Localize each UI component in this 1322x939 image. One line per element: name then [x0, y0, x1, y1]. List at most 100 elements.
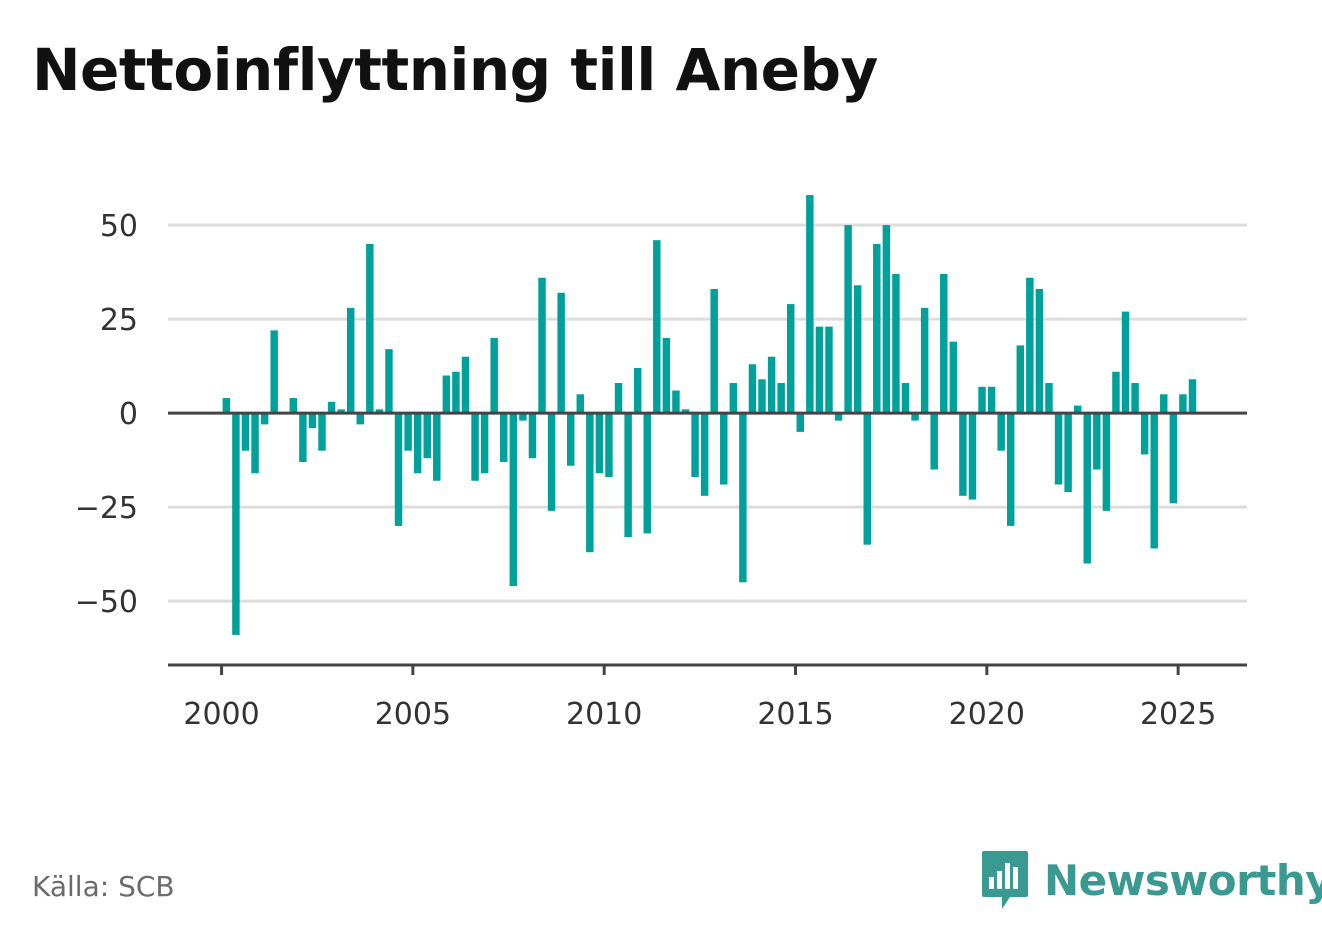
bar	[413, 413, 422, 474]
bar	[720, 413, 728, 485]
bar	[940, 273, 948, 414]
bar	[375, 409, 384, 414]
bar	[968, 413, 977, 500]
bar	[566, 413, 575, 466]
bar	[614, 383, 623, 414]
bar	[260, 413, 269, 425]
source-label: Källa: SCB	[32, 870, 175, 903]
bar	[987, 386, 996, 414]
bar	[758, 379, 766, 414]
bar	[1102, 413, 1111, 511]
bar	[222, 398, 231, 414]
bar	[882, 225, 891, 414]
x-tick-label: 2015	[757, 697, 833, 732]
bar	[442, 375, 451, 414]
bar	[901, 383, 910, 414]
x-tick-label: 2020	[949, 697, 1025, 732]
bar	[519, 413, 527, 421]
bar	[1006, 413, 1015, 526]
bar	[270, 330, 278, 414]
newsworthy-logo-icon	[982, 851, 1028, 909]
bar	[739, 413, 747, 583]
bar	[241, 413, 250, 451]
bar	[1140, 413, 1149, 455]
bar	[1054, 413, 1063, 485]
bar	[710, 289, 718, 414]
bar	[1160, 394, 1168, 414]
bar	[681, 409, 690, 414]
bar	[777, 383, 785, 414]
bar	[767, 356, 776, 414]
bar	[394, 413, 403, 526]
bar	[786, 304, 795, 414]
bar	[844, 225, 852, 414]
bar	[672, 390, 680, 414]
bar	[834, 413, 843, 421]
chart-title: Nettoinflyttning till Aneby	[32, 36, 878, 104]
x-tick-labels: 2000 2005 2010 2015 2020 2025	[183, 697, 1216, 732]
bar	[1073, 405, 1082, 414]
bar	[1169, 413, 1178, 504]
bar	[920, 307, 929, 414]
x-tick-label: 2025	[1140, 697, 1216, 732]
y-tick-label: 0	[119, 397, 138, 432]
bar	[1016, 345, 1025, 414]
bar	[930, 413, 938, 470]
bar	[299, 413, 307, 462]
y-tick-label: −25	[75, 491, 138, 526]
bar	[480, 413, 489, 474]
bar	[949, 341, 958, 414]
bar	[337, 409, 345, 414]
bar	[700, 413, 709, 496]
bar	[1083, 413, 1091, 564]
bar	[576, 394, 585, 414]
x-tick-label: 2010	[566, 697, 642, 732]
x-tick-label: 2005	[375, 697, 451, 732]
bar	[1179, 394, 1187, 414]
bar	[1035, 289, 1044, 414]
bar	[1045, 383, 1053, 414]
bar	[385, 349, 393, 414]
y-tick-label: 50	[100, 209, 138, 244]
bar	[289, 398, 298, 414]
bar	[825, 326, 833, 414]
brand-logo: Newsworthy	[980, 848, 1322, 912]
bar	[1064, 413, 1072, 493]
bar	[853, 285, 862, 414]
bar	[461, 356, 470, 414]
bar	[643, 413, 651, 534]
bar	[251, 413, 259, 474]
bar	[509, 413, 518, 587]
bar	[978, 386, 986, 414]
bar	[356, 413, 364, 425]
bar	[1131, 383, 1139, 414]
bar	[691, 413, 699, 478]
bar	[1150, 413, 1158, 549]
y-tick-label: −50	[75, 585, 138, 620]
bar	[471, 413, 479, 481]
bar	[433, 413, 441, 481]
bar	[423, 413, 431, 459]
bar	[557, 292, 565, 414]
bar	[873, 243, 881, 414]
bar	[959, 413, 967, 496]
bar	[863, 413, 871, 545]
bar	[892, 273, 900, 414]
bar	[366, 243, 374, 414]
bar	[490, 337, 498, 414]
bar	[806, 195, 814, 414]
bar	[500, 413, 508, 462]
bar	[452, 371, 460, 414]
bar	[595, 413, 604, 474]
bar	[1188, 379, 1197, 414]
x-tick-label: 2000	[183, 697, 259, 732]
bar	[318, 413, 326, 451]
bar	[538, 277, 546, 414]
bar	[346, 307, 355, 414]
bar	[911, 413, 919, 421]
bar	[997, 413, 1005, 451]
bar	[547, 413, 556, 511]
bar	[308, 413, 317, 429]
bar	[729, 383, 738, 414]
